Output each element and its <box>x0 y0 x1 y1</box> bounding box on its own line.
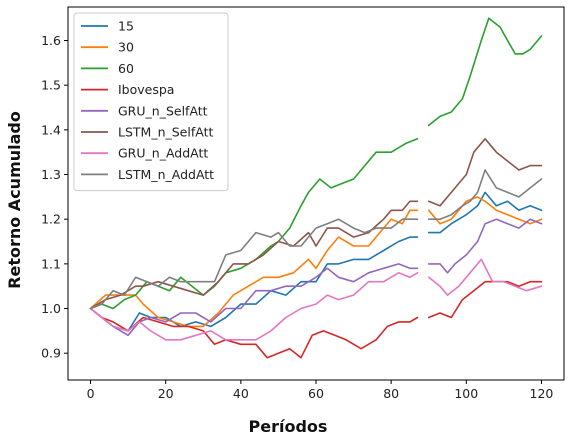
legend: 15 30 60 Ibovespa GRU_n_SelfAtt LSTM_n_SelfAt… <box>73 12 229 192</box>
x-tick-label: 100 <box>454 386 478 401</box>
series-line-3 <box>427 280 543 319</box>
y-tick-label: 1.0 <box>41 301 61 316</box>
y-tick-label: 1.6 <box>41 33 61 48</box>
legend-label: LSTM_n_SelfAtt <box>118 125 213 140</box>
legend-label: GRU_n_AddAtt <box>118 146 208 161</box>
y-axis-ticks: 0.9 1.0 1.1 1.2 1.3 1.4 1.5 1.6 <box>41 33 68 361</box>
series-line-6 <box>427 258 543 296</box>
series-line-7 <box>427 169 543 220</box>
series-layer <box>89 17 543 359</box>
y-tick-label: 0.9 <box>41 346 61 361</box>
x-tick-label: 20 <box>158 386 174 401</box>
y-tick-label: 1.3 <box>41 167 61 182</box>
series-line-7 <box>89 218 419 310</box>
series-line-1 <box>89 209 419 328</box>
x-tick-label: 80 <box>383 386 399 401</box>
legend-label: 60 <box>118 61 134 76</box>
legend-label: GRU_n_SelfAtt <box>118 103 208 118</box>
x-tick-label: 120 <box>530 386 554 401</box>
legend-label: 15 <box>118 19 134 34</box>
legend-label: LSTM_n_AddAtt <box>118 167 214 182</box>
y-tick-label: 1.4 <box>41 122 61 137</box>
series-line-2 <box>427 17 543 127</box>
series-line-5 <box>427 138 543 207</box>
y-tick-label: 1.1 <box>41 256 61 271</box>
series-line-1 <box>427 196 543 225</box>
legend-label: 30 <box>118 40 134 55</box>
y-axis-title: Retorno Acumulado <box>5 111 24 289</box>
series-line-0 <box>89 236 419 332</box>
x-tick-label: 40 <box>233 386 249 401</box>
series-line-5 <box>89 200 419 310</box>
y-tick-label: 1.5 <box>41 78 61 93</box>
legend-frame <box>73 12 229 192</box>
series-line-4 <box>427 218 543 274</box>
x-axis-title: Períodos <box>249 417 328 436</box>
y-tick-label: 1.2 <box>41 212 61 227</box>
legend-label: Ibovespa <box>118 82 174 97</box>
x-tick-label: 0 <box>87 386 95 401</box>
series-line-6 <box>89 272 419 341</box>
x-tick-label: 60 <box>308 386 324 401</box>
x-axis-ticks: 0 20 40 60 80 100 120 <box>87 380 554 401</box>
series-line-0 <box>427 191 543 234</box>
